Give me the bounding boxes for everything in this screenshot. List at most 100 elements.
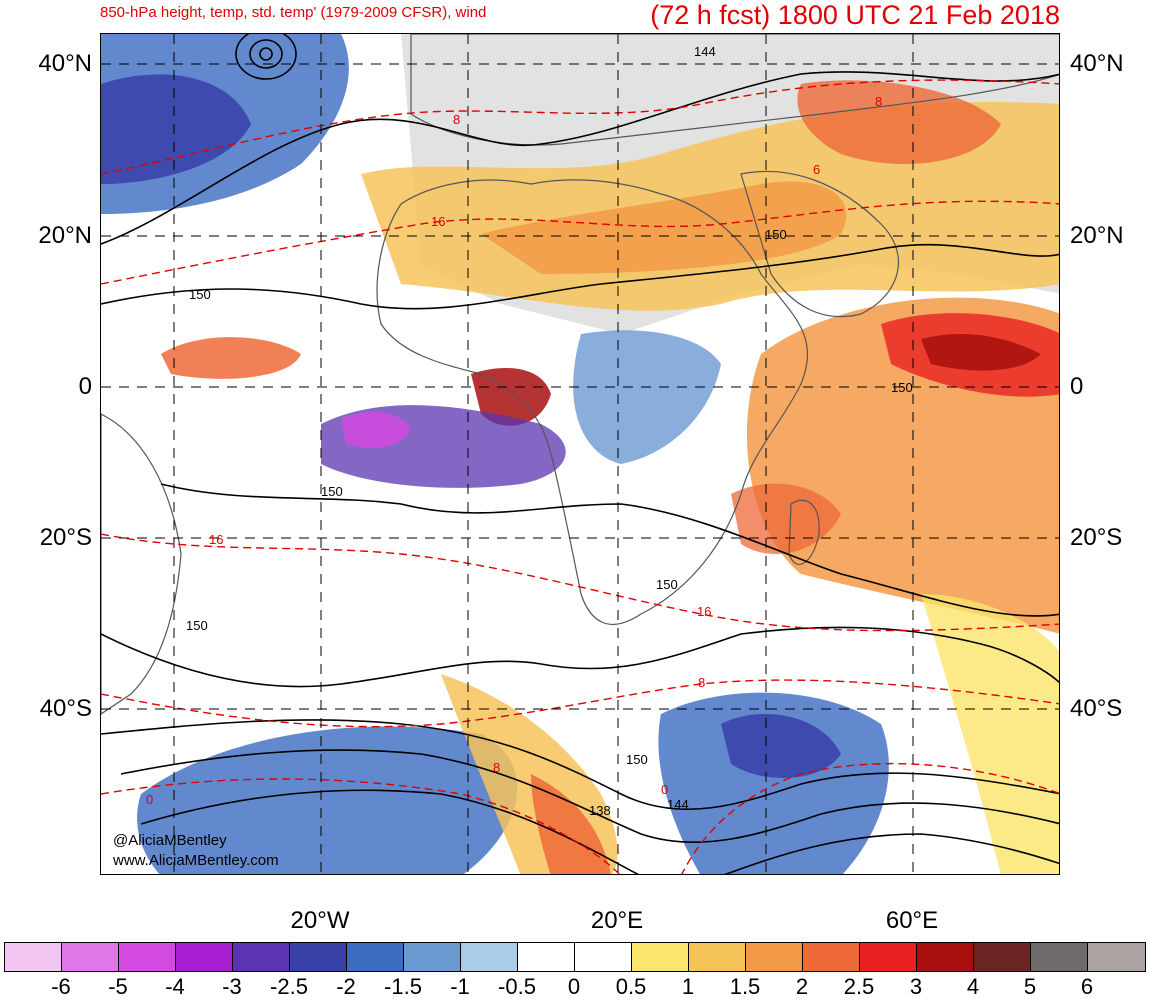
colorbar-label: -6 [51,974,71,999]
south-america-coastline [101,413,182,715]
contour-label-138: 138 [589,803,611,818]
height-contour [160,483,1059,617]
temperature-contour [101,679,1059,728]
title-right: (72 h fcst) 1800 UTC 21 Feb 2018 [650,0,1060,30]
map-canvas: 144 150 150 150 150 150 150 150 144 138 … [101,34,1059,874]
contour-label-16: 16 [209,532,223,547]
colorbar-label: 1 [681,974,695,999]
lat-label-eq-left: 0 [78,373,92,400]
colorbar-label: 2 [795,974,809,999]
warm-core-north [481,181,847,274]
colorbar-swatch [518,943,575,971]
contour-label-150: 150 [186,618,208,633]
warm-atlantic-blob [161,337,301,379]
colorbar-swatch [1031,943,1088,971]
contour-label-6: 6 [813,162,820,177]
colorbar-swatch [119,943,176,971]
africa-coastline [376,179,809,625]
lat-label-40n-left: 40°N [38,50,92,77]
contour-label-16: 16 [431,214,445,229]
cold-central-africa [573,330,721,464]
temperature-contour [101,79,1059,175]
colorbar-swatch [689,943,746,971]
cold-southern-east [658,692,889,874]
title-left: 850-hPa height, temp, std. temp' (1979-2… [100,4,487,21]
contour-label-144: 144 [667,797,689,812]
height-contour [724,833,1059,874]
height-contour-low [259,47,273,61]
arabia-coastline [740,170,899,318]
colorbar-label: -2 [336,974,356,999]
colorbar-swatch [62,943,119,971]
colorbar-label: -2.5 [270,974,308,999]
colorbar-label: -3 [222,974,242,999]
contour-labels: 144 150 150 150 150 150 150 150 144 138 … [146,44,913,818]
contour-label-150: 150 [321,484,343,499]
colorbar-label: 2.5 [843,974,875,999]
colorbar-swatch [461,943,518,971]
colorbar-label: -1 [450,974,470,999]
anomaly-shading [101,34,1059,874]
lat-label-40s-left: 40°S [39,695,92,722]
contour-label-8: 8 [875,94,882,109]
height-contours [101,34,1059,874]
colorbar-label: -4 [165,974,185,999]
temperature-contour [101,778,621,874]
height-contour-low [235,34,297,80]
contour-label-150: 150 [189,287,211,302]
contour-label-150: 150 [891,380,913,395]
lat-label-20s-left: 20°S [39,524,92,551]
credit-url: www.AliciaMBentley.com [113,852,279,869]
warm-core-indian-dark [921,334,1041,371]
colorbar-label: 4 [966,974,980,999]
contour-label-8: 8 [453,112,460,127]
colorbar-label: -1.5 [384,974,422,999]
cold-core-atlantic [341,411,411,449]
colorbar-swatch [632,943,689,971]
height-contour [101,719,1059,811]
contour-label-150: 150 [656,577,678,592]
contour-label-0: 0 [146,792,153,807]
colorbar-swatch [347,943,404,971]
temperature-contour [101,200,1059,285]
cold-southern-west [137,726,518,874]
lat-label-40s-right: 40°S [1070,695,1123,722]
colorbar-swatch [176,943,233,971]
lat-label-20n-left: 20°N [38,222,92,249]
colorbar-swatch [746,943,803,971]
colorbar-label: 5 [1023,974,1037,999]
credit-handle: @AliciaMBentley [113,832,227,849]
colorbar-swatch [404,943,461,971]
contour-label-16: 16 [697,604,711,619]
temperature-contour [101,533,1059,632]
cold-core-southern-east [721,714,841,778]
lon-label-60e: 60°E [885,907,939,934]
madagascar-coastline [788,499,820,565]
warm-core-mideast [797,80,1001,164]
temperature-contour [681,762,1059,874]
colorbar-swatch [290,943,347,971]
lat-label-eq-right: 0 [1070,373,1084,400]
contour-label-150: 150 [626,752,648,767]
graticule [101,34,1059,874]
contour-label-8: 8 [698,675,705,690]
height-contour [101,71,1059,245]
colorbar-label: -5 [108,974,128,999]
colorbar-swatch [803,943,860,971]
colorbar-label: 0 [567,974,581,999]
temperature-contours [101,79,1059,874]
colorbar-swatch [1088,943,1145,971]
cold-core-north-atlantic [101,74,251,184]
height-contour-low [249,39,283,69]
height-contour [120,749,1059,844]
colorbar-label: -0.5 [498,974,536,999]
contour-label-0: 0 [661,782,668,797]
colorbar-swatch [860,943,917,971]
lat-label-20s-right: 20°S [1070,524,1123,551]
colorbar-swatch [5,943,62,971]
warm-southeast [921,594,1059,874]
colorbar-swatch [917,943,974,971]
contour-label-144: 144 [694,44,716,59]
lat-label-20n-right: 20°N [1070,222,1124,249]
lat-label-40n-right: 40°N [1070,50,1124,77]
